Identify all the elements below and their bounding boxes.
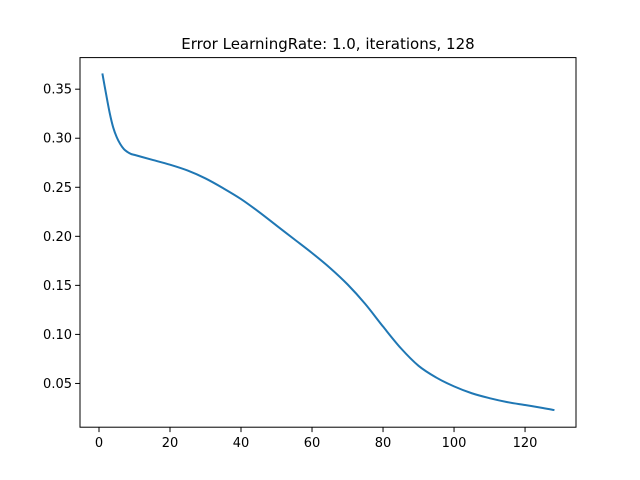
x-tick-label: 100: [442, 436, 467, 451]
error-series-line: [101, 73, 555, 412]
x-tick-label: 20: [162, 436, 179, 451]
x-tick-label: 0: [95, 436, 103, 451]
y-tick-label: 0.35: [43, 83, 72, 98]
y-tick-label: 0.25: [43, 181, 72, 196]
y-tick-label: 0.15: [43, 279, 72, 294]
y-tick-label: 0.20: [43, 230, 72, 245]
plot-area: [101, 73, 555, 412]
y-axis: 0.05 0.10 0.15 0.20 0.25 0.30 0.35: [43, 83, 80, 392]
y-tick-label: 0.30: [43, 132, 72, 147]
x-tick-label: 40: [233, 436, 250, 451]
axes-frame: [79, 57, 577, 428]
y-tick-label: 0.10: [43, 328, 72, 343]
x-axis: 0 20 40 60 80 100 120: [95, 427, 538, 451]
x-tick-label: 120: [513, 436, 538, 451]
chart-title: Error LearningRate: 1.0, iterations, 128: [181, 35, 474, 53]
x-tick-label: 80: [375, 436, 392, 451]
y-tick-label: 0.05: [43, 377, 72, 392]
x-tick-label: 60: [304, 436, 321, 451]
